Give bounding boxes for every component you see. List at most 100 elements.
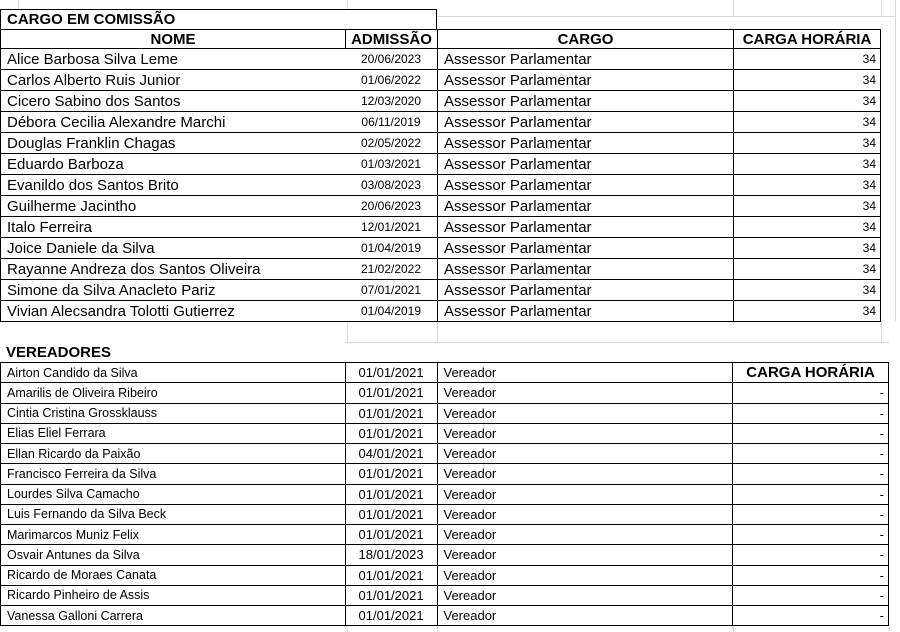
cell-admissao[interactable]: 01/01/2021: [344, 383, 437, 403]
cell-carga-horaria[interactable]: -: [732, 525, 889, 545]
cell-nome[interactable]: Ellan Ricardo da Paixão: [7, 446, 141, 461]
cell-admissao[interactable]: 07/01/2021: [360, 283, 422, 297]
cell-nome[interactable]: Rayanne Andreza dos Santos Oliveira: [7, 260, 261, 278]
cell-nome[interactable]: Ricardo de Moraes Canata: [7, 568, 157, 583]
cell-carga-horaria[interactable]: 34: [733, 196, 881, 216]
cell-cargo[interactable]: Vereador: [436, 606, 733, 626]
cell-admissao[interactable]: 06/11/2019: [361, 115, 421, 129]
cell-nome[interactable]: Guilherme Jacintho: [7, 197, 137, 215]
cell-nome[interactable]: Italo Ferreira: [7, 218, 93, 236]
cell-nome[interactable]: Débora Cecilia Alexandre Marchi: [7, 113, 226, 131]
section-title-comissao[interactable]: CARGO EM COMISSÃO: [0, 9, 437, 29]
cell-admissao[interactable]: 21/02/2022: [360, 262, 422, 276]
col-header-nome[interactable]: NOME: [150, 30, 196, 48]
cell-nome[interactable]: Alice Barbosa Silva Leme: [7, 50, 178, 68]
cell-carga-horaria[interactable]: 34: [733, 91, 881, 111]
cell-cargo[interactable]: Vereador: [436, 444, 733, 464]
cell-carga-horaria[interactable]: -: [732, 484, 889, 504]
cell-nome[interactable]: Ricardo Pinheiro de Assis: [7, 588, 150, 603]
cell-carga-horaria[interactable]: 34: [733, 154, 881, 174]
cell-admissao[interactable]: 20/06/2023: [360, 199, 422, 213]
cell-cargo[interactable]: Assessor Parlamentar: [437, 133, 733, 153]
cell-carga-horaria[interactable]: 34: [733, 280, 881, 300]
cell-nome[interactable]: Vivian Alecsandra Tolotti Gutierrez: [7, 302, 235, 320]
cell-admissao[interactable]: 03/08/2023: [360, 178, 422, 192]
cell-cargo[interactable]: Vereador: [436, 363, 733, 383]
cell-cargo[interactable]: Vereador: [436, 585, 733, 605]
cell-nome[interactable]: Vanessa Galloni Carrera: [7, 608, 143, 623]
cell-nome[interactable]: Cintia Cristina Grossklauss: [7, 406, 158, 421]
cell-admissao[interactable]: 01/01/2021: [344, 525, 437, 545]
cell-nome[interactable]: Marimarcos Muniz Felix: [7, 527, 139, 542]
col-header-cargo[interactable]: CARGO: [437, 30, 733, 48]
cell-nome[interactable]: Amarilis de Oliveira Ribeiro: [7, 385, 158, 400]
cell-carga-horaria[interactable]: -: [732, 606, 889, 626]
cell-cargo[interactable]: Assessor Parlamentar: [437, 238, 733, 258]
cell-nome[interactable]: Joice Daniele da Silva: [7, 239, 155, 257]
cell-nome[interactable]: Evanildo dos Santos Brito: [7, 176, 179, 194]
cell-admissao[interactable]: 01/03/2021: [360, 157, 422, 171]
cell-cargo[interactable]: Assessor Parlamentar: [437, 112, 733, 132]
cell-cargo[interactable]: Assessor Parlamentar: [437, 49, 733, 69]
cell-admissao[interactable]: 01/01/2021: [344, 585, 437, 605]
cell-nome[interactable]: Cicero Sabino dos Santos: [7, 92, 181, 110]
cell-carga-horaria[interactable]: -: [732, 423, 889, 443]
cell-admissao[interactable]: 01/01/2021: [344, 504, 437, 524]
cell-cargo[interactable]: Vereador: [436, 565, 733, 585]
cell-admissao[interactable]: 01/04/2019: [360, 241, 422, 255]
cell-cargo[interactable]: Assessor Parlamentar: [437, 154, 733, 174]
cell-admissao[interactable]: 12/03/2020: [360, 94, 422, 108]
cell-carga-horaria[interactable]: 34: [733, 238, 881, 258]
cell-admissao[interactable]: 01/01/2021: [344, 484, 437, 504]
cell-nome[interactable]: Elias Eliel Ferrara: [7, 426, 106, 441]
cell-carga-horaria[interactable]: CARGA HORÁRIA: [732, 363, 889, 383]
cell-carga-horaria[interactable]: 34: [733, 70, 881, 90]
cell-cargo[interactable]: Vereador: [436, 423, 733, 443]
cell-admissao[interactable]: 01/01/2021: [344, 403, 437, 423]
cell-carga-horaria[interactable]: -: [732, 565, 889, 585]
cell-cargo[interactable]: Assessor Parlamentar: [437, 280, 733, 300]
cell-carga-horaria[interactable]: 34: [733, 112, 881, 132]
cell-admissao[interactable]: 01/04/2019: [360, 304, 422, 318]
cell-carga-horaria[interactable]: 34: [733, 175, 881, 195]
cell-carga-horaria[interactable]: -: [732, 545, 889, 565]
cell-carga-horaria[interactable]: -: [732, 403, 889, 423]
cell-admissao[interactable]: 01/01/2021: [344, 565, 437, 585]
cell-cargo[interactable]: Assessor Parlamentar: [437, 91, 733, 111]
cell-nome[interactable]: Francisco Ferreira da Silva: [7, 466, 157, 481]
cell-cargo[interactable]: Assessor Parlamentar: [437, 301, 733, 321]
cell-admissao[interactable]: 01/01/2021: [344, 606, 437, 626]
cell-cargo[interactable]: Vereador: [436, 504, 733, 524]
cell-cargo[interactable]: Vereador: [436, 484, 733, 504]
cell-carga-horaria[interactable]: -: [732, 585, 889, 605]
cell-carga-horaria[interactable]: 34: [733, 49, 881, 69]
col-header-carga-horaria[interactable]: CARGA HORÁRIA: [733, 30, 881, 48]
cell-nome[interactable]: Luis Fernando da Silva Beck: [7, 507, 167, 522]
cell-carga-horaria[interactable]: 34: [733, 301, 881, 321]
cell-cargo[interactable]: Vereador: [436, 403, 733, 423]
cell-cargo[interactable]: Vereador: [436, 464, 733, 484]
cell-admissao[interactable]: 04/01/2021: [344, 444, 437, 464]
cell-carga-horaria[interactable]: -: [732, 504, 889, 524]
cell-cargo[interactable]: Assessor Parlamentar: [437, 259, 733, 279]
cell-cargo[interactable]: Assessor Parlamentar: [437, 196, 733, 216]
cell-carga-horaria[interactable]: 34: [733, 217, 881, 237]
cell-admissao[interactable]: 02/05/2022: [360, 136, 422, 150]
cell-carga-horaria[interactable]: -: [732, 383, 889, 403]
cell-cargo[interactable]: Assessor Parlamentar: [437, 175, 733, 195]
cell-nome[interactable]: Carlos Alberto Ruis Junior: [7, 71, 181, 89]
cell-cargo[interactable]: Assessor Parlamentar: [437, 70, 733, 90]
cell-admissao[interactable]: 01/01/2021: [344, 464, 437, 484]
cell-cargo[interactable]: Vereador: [436, 525, 733, 545]
cell-nome[interactable]: Eduardo Barboza: [7, 155, 124, 173]
section-title-vereadores[interactable]: VEREADORES: [6, 343, 112, 361]
cell-nome[interactable]: Lourdes Silva Camacho: [7, 487, 140, 502]
cell-admissao[interactable]: 18/01/2023: [344, 545, 437, 565]
cell-carga-horaria[interactable]: 34: [733, 259, 881, 279]
cell-admissao[interactable]: 20/06/2023: [360, 52, 422, 66]
cell-cargo[interactable]: Vereador: [436, 383, 733, 403]
cell-admissao[interactable]: 01/06/2022: [360, 73, 422, 87]
col-header-admissao[interactable]: ADMISSÃO: [345, 30, 437, 48]
cell-nome[interactable]: Osvair Antunes da Silva: [7, 547, 140, 562]
cell-admissao[interactable]: 01/01/2021: [344, 423, 437, 443]
